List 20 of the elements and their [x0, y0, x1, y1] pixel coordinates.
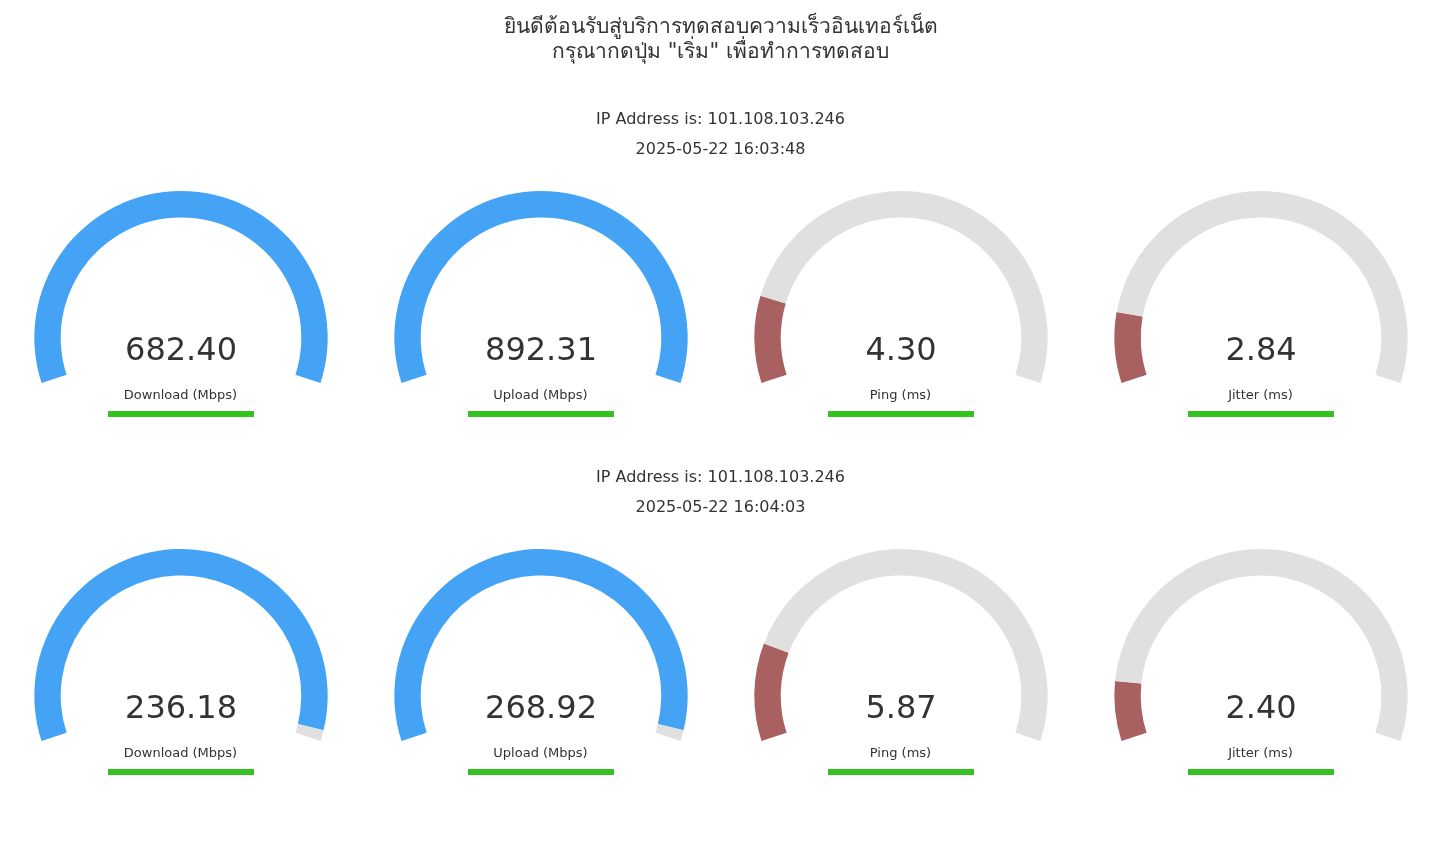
text: Download (Mbps): [123, 387, 238, 404]
text: IP Address is: 101.108.103.246: [595, 108, 846, 130]
text: Ping (ms): [869, 387, 932, 404]
text: IP Address is: 101.108.103.246: [595, 466, 846, 488]
text: 2025-05-22 16:03:48: [634, 138, 807, 160]
text: Jitter (ms): [1228, 387, 1293, 404]
text: 892.31: [484, 329, 597, 368]
text: 5.87: [864, 687, 937, 726]
text: 2.84: [1224, 329, 1297, 368]
text: Ping (ms): [869, 745, 932, 762]
text: 236.18: [124, 687, 237, 726]
text: 2.40: [1224, 687, 1297, 726]
text: Jitter (ms): [1228, 745, 1293, 762]
text: Upload (Mbps): [493, 745, 588, 762]
text: Download (Mbps): [123, 745, 238, 762]
text: 682.40: [124, 329, 237, 368]
text: 268.92: [484, 687, 597, 726]
text: 4.30: [864, 329, 937, 368]
text: Upload (Mbps): [493, 387, 588, 404]
text: 2025-05-22 16:04:03: [634, 496, 807, 518]
